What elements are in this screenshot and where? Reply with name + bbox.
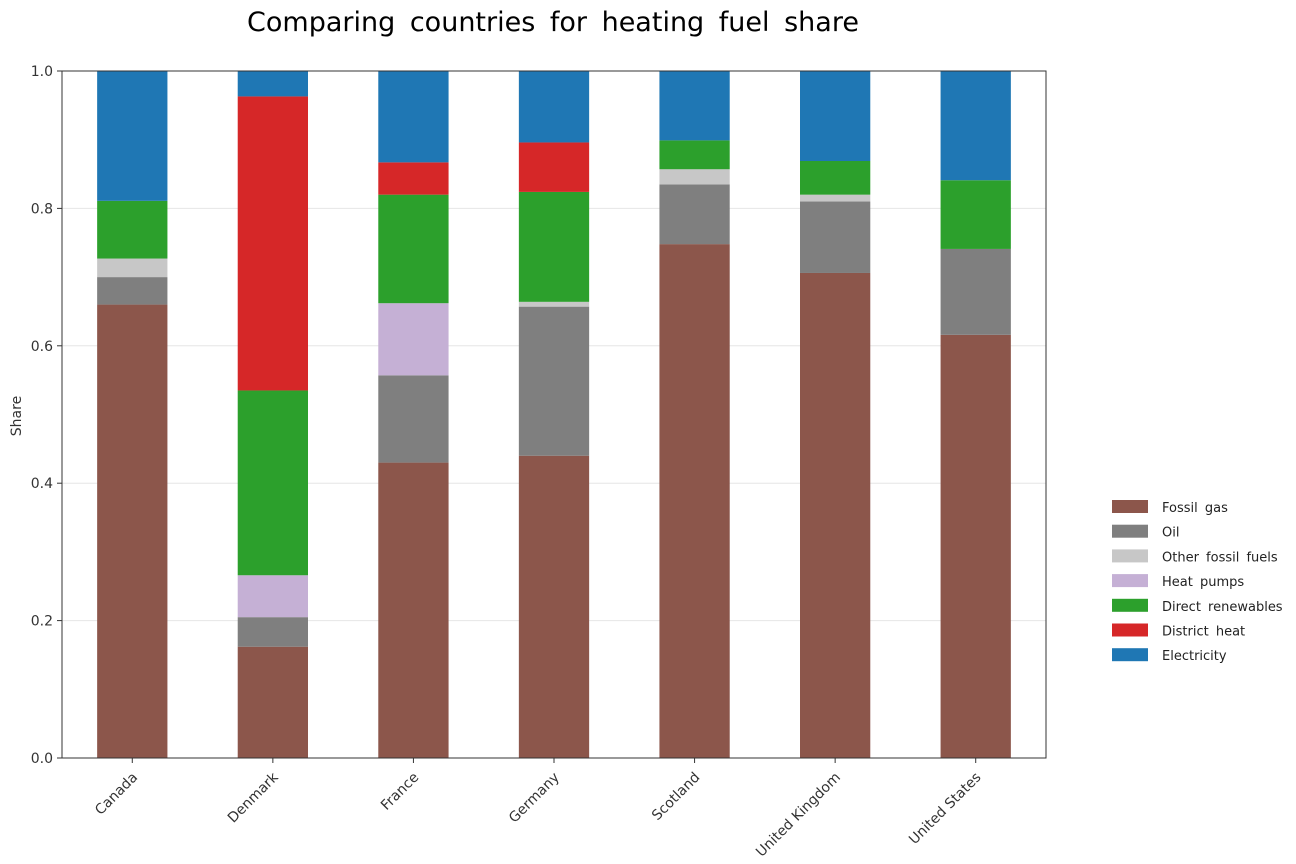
- legend-label-district-heat: District heat: [1162, 625, 1245, 640]
- bar-united-kingdom-oil: [800, 201, 871, 273]
- legend-label-other-fossil-fuels: Other fossil fuels: [1162, 550, 1278, 565]
- bar-united-states-fossil-gas: [940, 334, 1011, 758]
- bar-scotland-other-fossil-fuels: [659, 169, 730, 185]
- y-axis-label: Share: [9, 396, 25, 436]
- y-tick-label: 0.6: [31, 339, 53, 355]
- legend-swatch-other-fossil-fuels: [1112, 549, 1148, 563]
- bar-scotland-fossil-gas: [659, 244, 730, 758]
- legend-swatch-direct-renewables: [1112, 598, 1148, 612]
- bar-denmark-fossil-gas: [237, 646, 308, 758]
- bar-united-kingdom-direct-renewables: [800, 160, 871, 195]
- x-axis-ticks: Canada Denmark France Germany Scotland United…: [92, 758, 985, 861]
- x-tick-label: Scotland: [649, 770, 703, 824]
- legend-swatch-district-heat: [1112, 623, 1148, 637]
- y-tick-label: 0.2: [31, 614, 53, 630]
- bar-united-kingdom-electricity: [800, 71, 871, 161]
- legend-label-oil: Oil: [1162, 526, 1179, 541]
- legend-swatch-fossil-gas: [1112, 500, 1148, 513]
- bar-germany-electricity: [518, 71, 590, 143]
- y-tick-label: 0.0: [31, 751, 53, 767]
- bar-denmark-district-heat: [237, 96, 308, 391]
- bar-germany-other-fossil-fuels: [518, 301, 590, 307]
- x-tick-label: Denmark: [225, 769, 282, 826]
- bar-france-heat-pumps: [378, 303, 449, 376]
- bar-france-fossil-gas: [378, 462, 449, 758]
- legend-swatch-oil: [1112, 524, 1148, 538]
- legend: Fossil gas Oil Other fossil fuels Heat pump…: [1112, 500, 1283, 664]
- bar-united-kingdom-other-fossil-fuels: [800, 194, 871, 202]
- x-tick-label: United Kingdom: [753, 770, 844, 861]
- bar-germany-fossil-gas: [518, 455, 590, 758]
- bar-canada-other-fossil-fuels: [97, 258, 168, 278]
- legend-label-direct-renewables: Direct renewables: [1162, 600, 1283, 615]
- bar-germany-direct-renewables: [518, 191, 590, 302]
- bar-scotland-oil: [659, 184, 730, 245]
- y-tick-label: 0.8: [31, 201, 53, 217]
- legend-label-fossil-gas: Fossil gas: [1162, 501, 1228, 516]
- bar-denmark-oil: [237, 617, 308, 647]
- legend-swatch-electricity: [1112, 648, 1148, 662]
- y-axis-ticks: 0.0 0.2 0.4 0.6 0.8 1.0: [31, 64, 62, 767]
- legend-swatch-heat-pumps: [1112, 574, 1148, 588]
- bar-denmark-direct-renewables: [237, 390, 308, 576]
- bars: [97, 71, 1011, 758]
- bar-scotland-electricity: [659, 71, 730, 141]
- bar-denmark-electricity: [237, 71, 308, 97]
- x-tick-label: United States: [906, 770, 984, 848]
- bar-france-oil: [378, 375, 449, 463]
- bar-germany-oil: [518, 306, 590, 456]
- bar-canada-electricity: [97, 71, 168, 201]
- x-tick-label: Canada: [92, 770, 141, 819]
- bar-denmark-heat-pumps: [237, 575, 308, 618]
- x-tick-label: Germany: [506, 770, 563, 827]
- y-tick-label: 0.4: [31, 476, 53, 492]
- legend-label-electricity: Electricity: [1162, 649, 1227, 664]
- y-tick-label: 1.0: [31, 64, 53, 80]
- bar-canada-fossil-gas: [97, 304, 168, 758]
- bar-canada-oil: [97, 277, 168, 305]
- bar-united-states-direct-renewables: [940, 180, 1011, 249]
- bar-germany-district-heat: [518, 142, 590, 192]
- bar-scotland-direct-renewables: [659, 140, 730, 170]
- legend-label-heat-pumps: Heat pumps: [1162, 575, 1244, 590]
- bar-france-direct-renewables: [378, 194, 449, 304]
- bar-france-district-heat: [378, 162, 449, 195]
- bar-canada-direct-renewables: [97, 200, 168, 259]
- chart-title: Comparing countries for heating fuel sha…: [247, 7, 859, 38]
- x-tick-label: France: [378, 770, 422, 814]
- bar-france-electricity: [378, 71, 449, 163]
- bar-united-kingdom-fossil-gas: [800, 272, 871, 758]
- bar-united-states-electricity: [940, 71, 1011, 181]
- bar-united-states-oil: [940, 248, 1011, 335]
